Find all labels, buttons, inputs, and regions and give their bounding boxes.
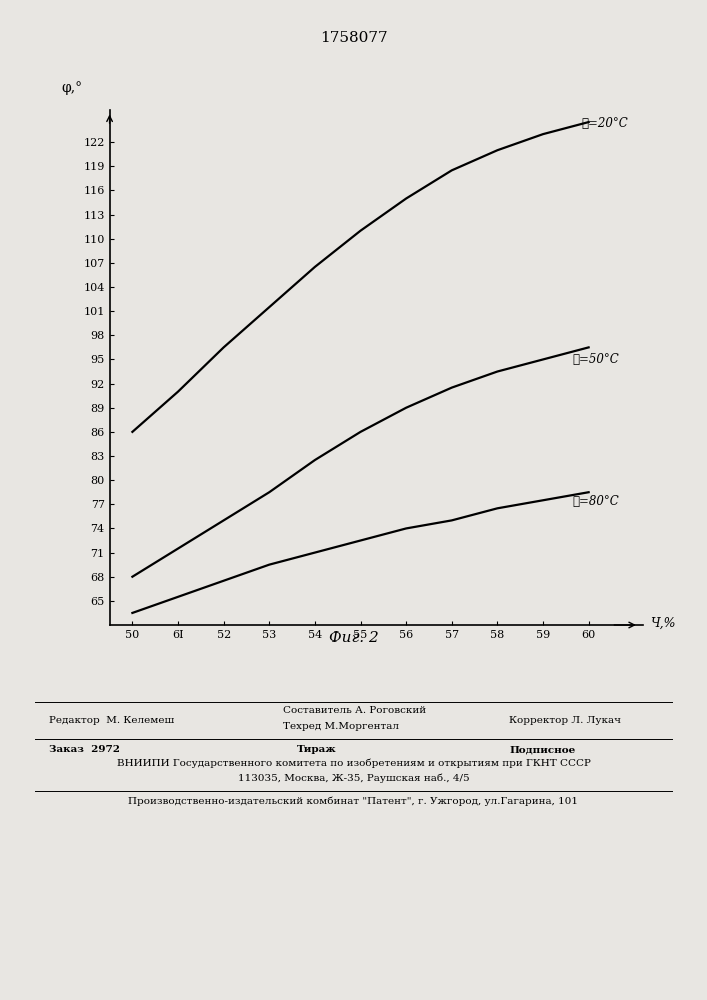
Y-axis label: φ,°: φ,° xyxy=(62,81,83,95)
Text: Производственно-издательский комбинат "Патент", г. Ужгород, ул.Гагарина, 101: Производственно-издательский комбинат "П… xyxy=(129,796,578,806)
Text: Подписное: Подписное xyxy=(509,745,575,754)
Text: 113035, Москва, Ж-35, Раушская наб., 4/5: 113035, Москва, Ж-35, Раушская наб., 4/5 xyxy=(238,774,469,783)
Text: 1758077: 1758077 xyxy=(320,31,387,45)
Text: Ч,%: Ч,% xyxy=(650,617,676,630)
Text: ℓ=80°С: ℓ=80°С xyxy=(573,495,619,508)
Text: ℓ=50°С: ℓ=50°С xyxy=(573,353,619,366)
Text: Техред М.Моргентал: Техред М.Моргентал xyxy=(283,722,399,731)
Text: ВНИИПИ Государственного комитета по изобретениям и открытиям при ГКНТ СССР: ВНИИПИ Государственного комитета по изоб… xyxy=(117,758,590,768)
Text: Тираж: Тираж xyxy=(297,745,337,754)
Text: ℓ=20°С: ℓ=20°С xyxy=(582,117,629,130)
Text: Корректор Л. Лукач: Корректор Л. Лукач xyxy=(509,716,621,725)
Text: Редактор  М. Келемеш: Редактор М. Келемеш xyxy=(49,716,175,725)
Text: Фиг. 2: Фиг. 2 xyxy=(329,631,378,645)
Text: Составитель А. Роговский: Составитель А. Роговский xyxy=(283,706,426,715)
Text: Заказ  2972: Заказ 2972 xyxy=(49,745,120,754)
